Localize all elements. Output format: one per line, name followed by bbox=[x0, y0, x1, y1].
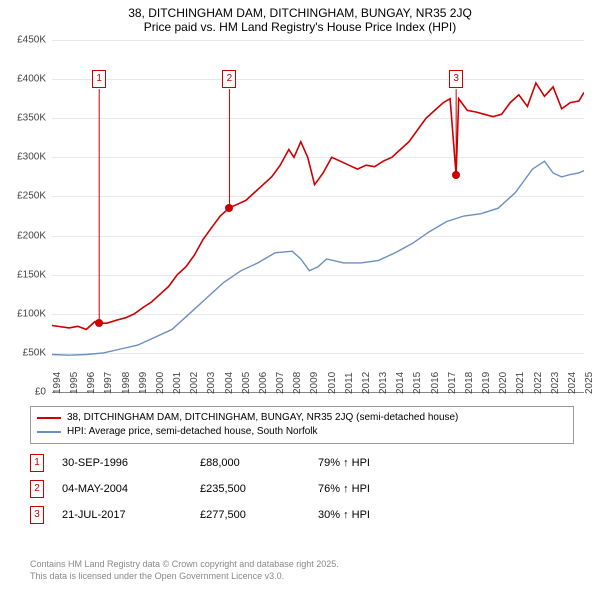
chart-plot-area: £0£50K£100K£150K£200K£250K£300K£350K£400… bbox=[52, 40, 584, 392]
y-axis-label: £350K bbox=[17, 113, 46, 124]
x-axis-label: 2007 bbox=[275, 372, 279, 394]
y-axis-label: £400K bbox=[17, 74, 46, 85]
legend-label: 38, DITCHINGHAM DAM, DITCHINGHAM, BUNGAY… bbox=[67, 411, 458, 425]
line-series-svg bbox=[52, 40, 584, 392]
table-row: 2 04-MAY-2004 £235,500 76% ↑ HPI bbox=[30, 476, 574, 502]
x-axis-label: 2025 bbox=[584, 372, 588, 394]
table-row: 1 30-SEP-1996 £88,000 79% ↑ HPI bbox=[30, 450, 574, 476]
sale-price: £88,000 bbox=[200, 457, 300, 469]
y-axis-label: £100K bbox=[17, 308, 46, 319]
legend-swatch bbox=[37, 417, 61, 419]
x-axis-label: 2024 bbox=[567, 372, 571, 394]
x-axis-label: 2003 bbox=[206, 372, 210, 394]
x-axis-label: 1997 bbox=[103, 372, 107, 394]
x-axis-label: 2022 bbox=[533, 372, 537, 394]
x-axis-label: 2018 bbox=[464, 372, 468, 394]
x-axis-label: 1994 bbox=[52, 372, 56, 394]
sale-hpi-delta: 76% ↑ HPI bbox=[318, 483, 438, 495]
title-line-1: 38, DITCHINGHAM DAM, DITCHINGHAM, BUNGAY… bbox=[10, 6, 590, 20]
series-price_paid bbox=[52, 83, 584, 329]
x-axis-label: 2013 bbox=[378, 372, 382, 394]
sale-hpi-delta: 30% ↑ HPI bbox=[318, 509, 438, 521]
attribution-footer: Contains HM Land Registry data © Crown c… bbox=[30, 558, 339, 582]
sale-price: £235,500 bbox=[200, 483, 300, 495]
sale-price: £277,500 bbox=[200, 509, 300, 521]
y-axis-label: £250K bbox=[17, 191, 46, 202]
x-axis-label: 2019 bbox=[481, 372, 485, 394]
x-axis-label: 2023 bbox=[550, 372, 554, 394]
x-axis-label: 2005 bbox=[241, 372, 245, 394]
series-hpi bbox=[52, 161, 584, 355]
x-axis-label: 2017 bbox=[447, 372, 451, 394]
footer-line-2: This data is licensed under the Open Gov… bbox=[30, 570, 339, 582]
sales-table: 1 30-SEP-1996 £88,000 79% ↑ HPI 2 04-MAY… bbox=[30, 450, 574, 528]
x-axis-label: 1995 bbox=[69, 372, 73, 394]
legend-label: HPI: Average price, semi-detached house,… bbox=[67, 425, 318, 439]
x-axis-label: 1998 bbox=[121, 372, 125, 394]
x-axis-label: 2000 bbox=[155, 372, 159, 394]
x-axis-label: 1999 bbox=[138, 372, 142, 394]
x-axis-label: 2004 bbox=[224, 372, 228, 394]
x-axis-label: 1996 bbox=[86, 372, 90, 394]
chart-title: 38, DITCHINGHAM DAM, DITCHINGHAM, BUNGAY… bbox=[0, 0, 600, 36]
x-axis-label: 2001 bbox=[172, 372, 176, 394]
legend-item: HPI: Average price, semi-detached house,… bbox=[37, 425, 567, 439]
y-axis-label: £150K bbox=[17, 269, 46, 280]
y-axis-label: £200K bbox=[17, 230, 46, 241]
sale-hpi-delta: 79% ↑ HPI bbox=[318, 457, 438, 469]
x-axis-label: 2006 bbox=[258, 372, 262, 394]
x-axis-label: 2021 bbox=[515, 372, 519, 394]
legend-item: 38, DITCHINGHAM DAM, DITCHINGHAM, BUNGAY… bbox=[37, 411, 567, 425]
x-axis-label: 2015 bbox=[412, 372, 416, 394]
x-axis-label: 2009 bbox=[309, 372, 313, 394]
y-axis-label: £300K bbox=[17, 152, 46, 163]
x-axis-label: 2014 bbox=[395, 372, 399, 394]
x-axis-label: 2016 bbox=[430, 372, 434, 394]
table-row: 3 21-JUL-2017 £277,500 30% ↑ HPI bbox=[30, 502, 574, 528]
sale-marker-badge: 3 bbox=[30, 506, 44, 524]
y-axis-label: £50K bbox=[23, 347, 46, 358]
x-axis-label: 2020 bbox=[498, 372, 502, 394]
x-axis-label: 2012 bbox=[361, 372, 365, 394]
x-axis-label: 2008 bbox=[292, 372, 296, 394]
sale-date: 21-JUL-2017 bbox=[62, 509, 182, 521]
x-axis-label: 2011 bbox=[344, 372, 348, 394]
sale-marker-badge: 1 bbox=[30, 454, 44, 472]
y-axis-label: £450K bbox=[17, 35, 46, 46]
legend: 38, DITCHINGHAM DAM, DITCHINGHAM, BUNGAY… bbox=[30, 406, 574, 444]
sale-date: 30-SEP-1996 bbox=[62, 457, 182, 469]
x-axis-label: 2010 bbox=[327, 372, 331, 394]
title-line-2: Price paid vs. HM Land Registry's House … bbox=[10, 20, 590, 34]
sale-date: 04-MAY-2004 bbox=[62, 483, 182, 495]
footer-line-1: Contains HM Land Registry data © Crown c… bbox=[30, 558, 339, 570]
y-axis-label: £0 bbox=[35, 387, 46, 398]
x-axis-labels: 1994 1995 1996 1997 1998 1999 2000 2001 2002 2003… bbox=[52, 360, 584, 398]
x-axis-label: 2002 bbox=[189, 372, 193, 394]
legend-swatch bbox=[37, 431, 61, 433]
sale-marker-badge: 2 bbox=[30, 480, 44, 498]
